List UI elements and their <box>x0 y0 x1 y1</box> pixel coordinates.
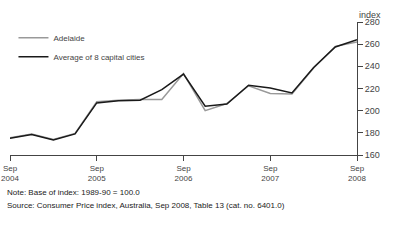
svg-text:220: 220 <box>365 84 380 94</box>
svg-text:Average of 8 capital cities: Average of 8 capital cities <box>53 53 144 62</box>
svg-text:Sep2005: Sep2005 <box>88 164 106 183</box>
svg-text:Sep2004: Sep2004 <box>1 164 19 183</box>
svg-text:index: index <box>359 10 381 20</box>
svg-text:Source: Consumer Price index,: Source: Consumer Price index, Australia,… <box>7 201 285 210</box>
svg-text:180: 180 <box>365 128 380 138</box>
svg-text:Note: Base of index: 1989-90 =: Note: Base of index: 1989-90 = 100.0 <box>7 188 140 197</box>
svg-text:200: 200 <box>365 106 380 116</box>
svg-text:260: 260 <box>365 39 380 49</box>
svg-text:Sep2008: Sep2008 <box>348 164 366 183</box>
svg-text:Adelaide: Adelaide <box>53 34 85 43</box>
svg-text:160: 160 <box>365 150 380 160</box>
svg-text:280: 280 <box>365 17 380 27</box>
svg-text:Sep2006: Sep2006 <box>175 164 193 183</box>
svg-text:Sep2007: Sep2007 <box>261 164 279 183</box>
svg-text:240: 240 <box>365 61 380 71</box>
